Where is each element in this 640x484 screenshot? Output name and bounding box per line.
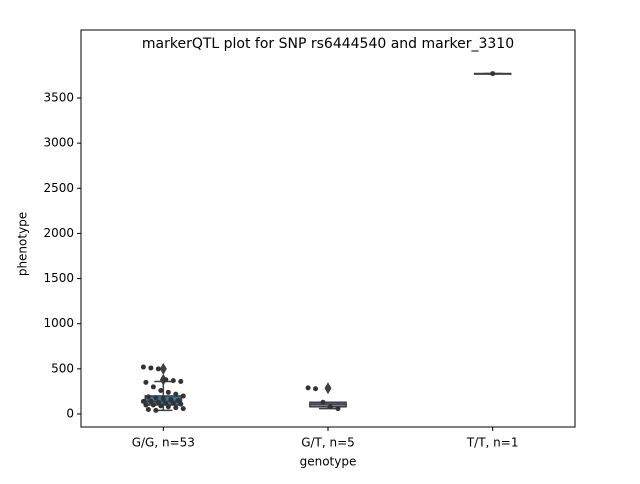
outlier: [159, 362, 167, 375]
data-point: [165, 404, 171, 410]
data-point: [320, 399, 326, 405]
data-point: [148, 398, 154, 404]
data-point: [158, 388, 164, 394]
y-tick-label: 0: [66, 406, 74, 420]
data-point: [180, 393, 186, 399]
y-tick-label: 3000: [43, 136, 74, 150]
y-tick-label: 1500: [43, 271, 74, 285]
y-tick-label: 2000: [43, 226, 74, 240]
data-point: [180, 406, 186, 412]
y-tick-label: 2500: [43, 181, 74, 195]
data-point: [163, 377, 169, 383]
data-point: [145, 394, 151, 400]
data-point: [305, 385, 311, 391]
data-point: [153, 407, 159, 413]
data-point: [327, 404, 333, 410]
data-point: [158, 403, 164, 409]
data-point: [148, 365, 154, 371]
data-point: [173, 391, 179, 397]
x-tick-label: T/T, n=1: [466, 436, 519, 450]
data-point: [178, 378, 184, 384]
data-point: [145, 406, 151, 412]
data-point: [490, 71, 496, 77]
data-point: [173, 405, 179, 411]
plot-frame: [80, 29, 576, 428]
data-point: [170, 400, 176, 406]
data-point: [150, 384, 156, 390]
data-point: [153, 395, 159, 401]
data-point: [165, 389, 171, 395]
data-point: [313, 386, 319, 392]
data-point: [143, 379, 149, 385]
x-axis-label: genotype: [300, 455, 357, 469]
data-point: [168, 397, 174, 403]
data-point: [175, 397, 181, 403]
data-point: [170, 378, 176, 384]
y-tick-label: 1000: [43, 316, 74, 330]
x-tick-label: G/T, n=5: [301, 436, 355, 450]
data-point: [160, 396, 166, 402]
data-point: [178, 401, 184, 407]
data-point: [155, 399, 161, 405]
data-point: [150, 402, 156, 408]
data-point: [140, 364, 146, 370]
data-point: [155, 366, 161, 372]
y-tick-label: 500: [51, 361, 74, 375]
x-tick-label: G/G, n=53: [132, 436, 195, 450]
data-point: [140, 398, 146, 404]
y-axis-label: phenotype: [16, 212, 30, 276]
y-tick-label: 3500: [43, 90, 74, 104]
chart-title: markerQTL plot for SNP rs6444540 and mar…: [142, 36, 514, 52]
outlier: [324, 382, 332, 395]
data-point: [143, 402, 149, 408]
data-point: [335, 406, 341, 412]
data-point: [163, 400, 169, 406]
